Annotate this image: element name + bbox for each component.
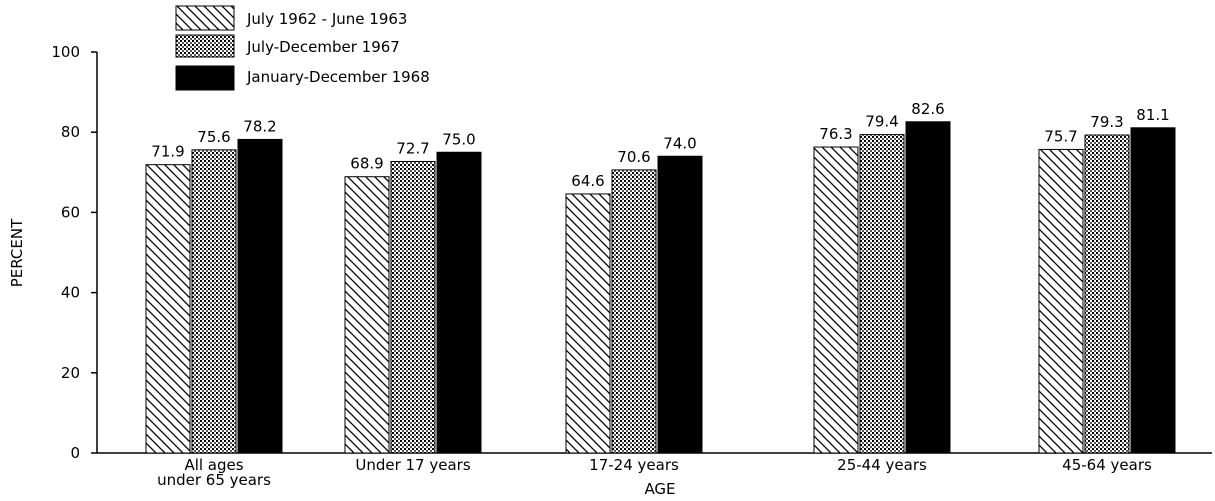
category-label: 17-24 years <box>589 456 679 474</box>
legend-swatch-solid <box>175 65 235 91</box>
category-label: All ages <box>184 456 243 474</box>
bar-solid <box>657 155 703 454</box>
legend-swatch-hatch <box>175 5 235 31</box>
bar-value-label: 78.2 <box>243 117 276 135</box>
bar-solid <box>905 121 951 454</box>
x-axis-title: AGE <box>644 480 675 498</box>
bar-value-label: 70.6 <box>617 148 650 166</box>
bar-hatch <box>145 164 191 454</box>
bar-value-label: 74.0 <box>663 134 696 152</box>
bar-value-label: 82.6 <box>911 100 944 118</box>
legend-item: January-December 1968 <box>175 65 430 91</box>
y-axis-title: PERCENT <box>8 218 26 287</box>
y-tick-label: 80 <box>61 123 80 141</box>
bar-value-label: 71.9 <box>151 143 184 161</box>
bar-dots <box>1084 134 1130 454</box>
category-label: 45-64 years <box>1062 456 1152 474</box>
category-label: Under 17 years <box>355 456 470 474</box>
y-ticks: 0 20 40 60 80 100 <box>51 43 97 462</box>
bar-value-labels: 71.9 68.9 64.6 76.3 75.7 75.6 72.7 70.6 79.4 79.3… <box>151 100 1169 190</box>
legend: July 1962 - June 1963 July-December 1967… <box>175 5 430 91</box>
bar-value-label: 75.0 <box>442 130 475 148</box>
bar-value-label: 79.3 <box>1090 113 1123 131</box>
legend-label: July-December 1967 <box>246 38 400 56</box>
bar-value-label: 79.4 <box>865 113 898 131</box>
bar-value-label: 76.3 <box>819 125 852 143</box>
bar-dots <box>191 149 237 454</box>
bar-value-label: 64.6 <box>571 172 604 190</box>
y-tick-label: 100 <box>51 43 80 61</box>
bar-hatch <box>344 176 390 454</box>
bar-dots <box>611 169 657 454</box>
bar-value-label: 75.6 <box>197 128 230 146</box>
bar-value-label: 72.7 <box>396 139 429 157</box>
legend-swatch-dots <box>175 34 235 58</box>
bar-dots <box>390 160 436 454</box>
bar-dots <box>859 134 905 454</box>
bar-hatch <box>813 146 859 454</box>
bar-hatch <box>1038 148 1084 454</box>
bars <box>145 121 1176 454</box>
legend-label: January-December 1968 <box>246 68 430 86</box>
bar-hatch <box>565 193 611 454</box>
bar-solid <box>436 151 482 454</box>
legend-item: July-December 1967 <box>175 34 400 58</box>
bar-solid <box>237 138 283 454</box>
y-tick-label: 20 <box>61 364 80 382</box>
bar-value-label: 81.1 <box>1136 106 1169 124</box>
category-label: 25-44 years <box>837 456 927 474</box>
legend-item: July 1962 - June 1963 <box>175 5 407 31</box>
y-tick-label: 40 <box>61 284 80 302</box>
legend-label: July 1962 - June 1963 <box>246 10 407 28</box>
y-tick-label: 0 <box>70 444 80 462</box>
bar-value-label: 75.7 <box>1044 127 1077 145</box>
bar-value-label: 68.9 <box>350 155 383 173</box>
category-label: under 65 years <box>157 471 271 489</box>
bar-solid <box>1130 127 1176 454</box>
y-tick-label: 60 <box>61 203 80 221</box>
